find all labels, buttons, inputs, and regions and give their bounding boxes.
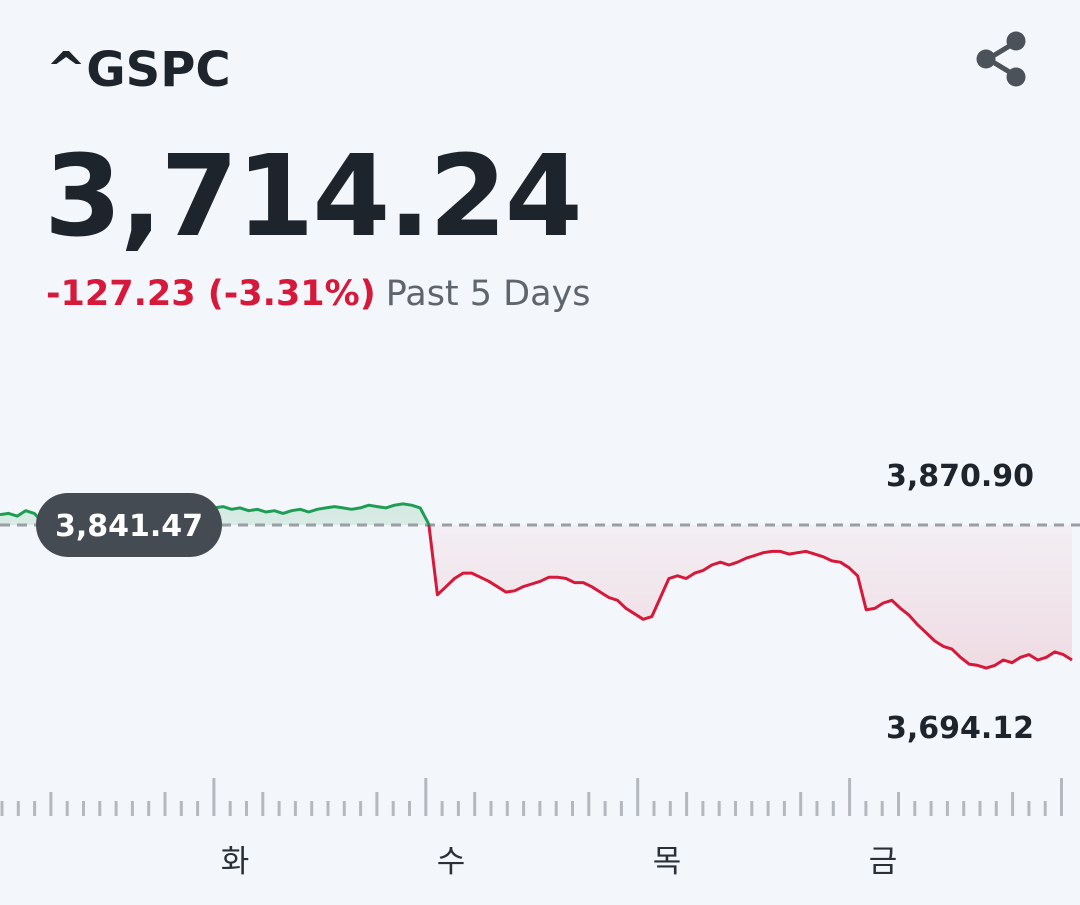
- x-tick-label: 수: [437, 844, 466, 880]
- ticker-symbol: ^GSPC: [46, 42, 231, 98]
- price-change: -127.23 (-3.31%): [46, 274, 376, 314]
- time-ticks: [0, 778, 1063, 816]
- price-chart[interactable]: 3,841.47 3,870.90 3,694.12 화 수 목 금: [0, 440, 1080, 900]
- high-value-label: 3,870.90: [886, 459, 1034, 494]
- share-button[interactable]: [968, 26, 1034, 92]
- period-label: Past 5 Days: [385, 274, 591, 314]
- x-tick-label: 목: [653, 844, 682, 880]
- x-tick-label: 금: [869, 844, 898, 880]
- series-line-below: [42, 524, 1073, 670]
- x-tick-label: 화: [221, 844, 250, 880]
- change-row: -127.23 (-3.31%) Past 5 Days: [46, 270, 591, 318]
- low-value-label: 3,694.12: [886, 711, 1034, 746]
- baseline-pill: 3,841.47: [36, 492, 222, 557]
- share-icon: [976, 31, 1026, 87]
- current-price: 3,714.24: [44, 132, 583, 262]
- area-below-baseline: [0, 524, 1072, 669]
- baseline-value-label: 3,841.47: [55, 509, 203, 544]
